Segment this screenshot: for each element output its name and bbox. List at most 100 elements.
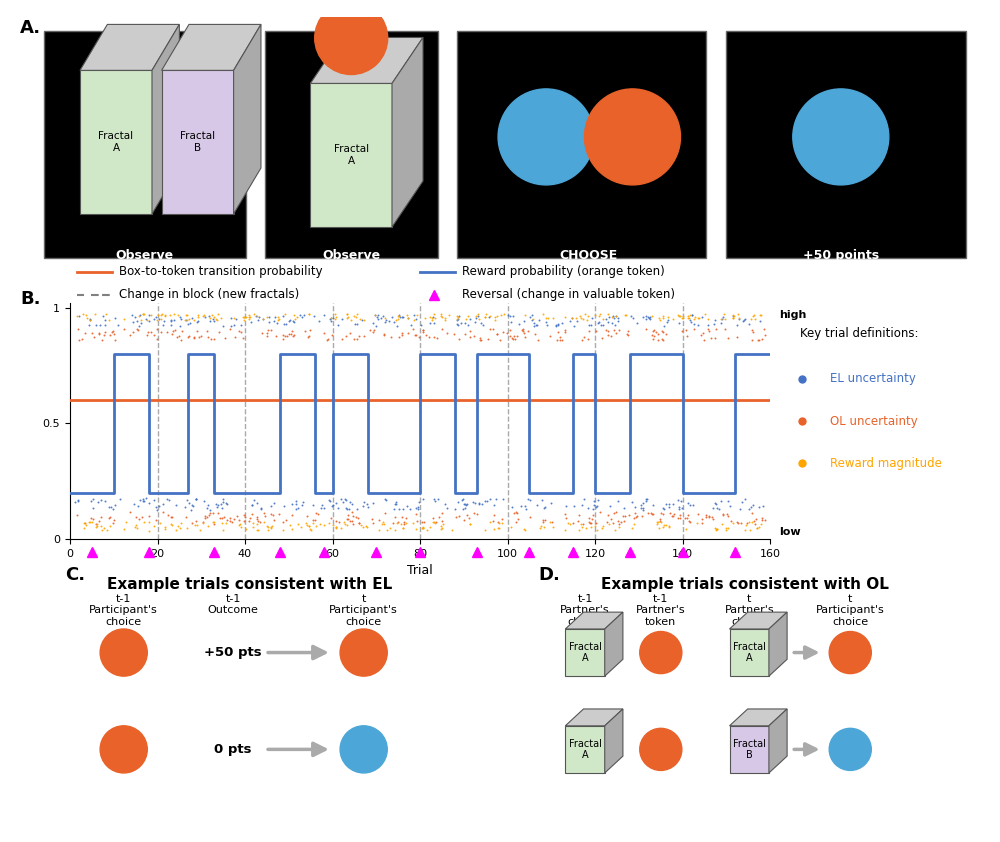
Point (107, 333, 123, 346)
Point (537, 500, 553, 514)
Point (492, 333, 508, 347)
Point (151, 312, 167, 326)
Point (70, 493, 86, 507)
Point (753, 517, 769, 530)
Point (680, 509, 696, 522)
Point (200, 498, 216, 512)
Point (675, 309, 691, 322)
Point (590, 316, 606, 329)
Point (462, 517, 478, 530)
Point (583, 516, 599, 530)
Point (407, 328, 423, 342)
Point (462, 312, 478, 326)
Point (146, 328, 162, 341)
Point (143, 308, 159, 322)
Point (557, 508, 573, 521)
Point (569, 314, 585, 328)
Point (516, 523, 532, 536)
Point (399, 308, 415, 322)
Point (202, 503, 218, 516)
Point (651, 312, 667, 325)
Point (747, 517, 763, 530)
Point (246, 493, 262, 507)
Point (477, 311, 493, 324)
Point (415, 520, 431, 534)
Circle shape (829, 728, 871, 770)
Text: Fractal
B: Fractal B (733, 738, 766, 760)
Point (586, 494, 602, 508)
Point (393, 517, 409, 530)
Point (186, 331, 202, 344)
Text: Change in block (new fractals): Change in block (new fractals) (119, 288, 299, 301)
Point (261, 315, 277, 328)
Point (655, 309, 671, 322)
Point (350, 511, 366, 525)
Point (594, 331, 610, 344)
Point (529, 498, 545, 511)
Point (495, 493, 511, 506)
Point (406, 308, 422, 322)
Point (494, 516, 510, 530)
Point (713, 316, 729, 329)
Point (88, 520, 104, 534)
Point (608, 309, 624, 322)
Point (355, 499, 371, 513)
Point (154, 307, 170, 321)
Point (169, 330, 185, 344)
Point (433, 309, 449, 322)
Point (105, 324, 121, 338)
Point (573, 312, 589, 325)
Polygon shape (392, 37, 423, 227)
Polygon shape (769, 612, 787, 676)
Point (188, 514, 204, 527)
Point (683, 315, 699, 328)
Point (462, 330, 478, 344)
Point (568, 312, 584, 325)
Point (70, 322, 86, 335)
Point (132, 308, 148, 322)
Point (311, 314, 327, 328)
Point (167, 323, 183, 337)
Polygon shape (152, 24, 179, 214)
Point (739, 516, 755, 530)
Point (241, 514, 257, 528)
Point (679, 329, 695, 343)
Circle shape (340, 726, 387, 773)
Point (434, 311, 450, 324)
Point (349, 307, 365, 321)
Point (105, 517, 121, 530)
Point (395, 311, 411, 324)
Point (633, 498, 649, 512)
Text: Reversal (change in valuable token): Reversal (change in valuable token) (462, 288, 675, 301)
Point (754, 333, 770, 346)
Point (600, 315, 616, 328)
Circle shape (640, 728, 682, 770)
Point (95, 310, 111, 323)
Point (511, 317, 527, 331)
Point (661, 500, 677, 514)
Point (701, 324, 717, 338)
Point (149, 333, 165, 346)
Point (281, 314, 297, 328)
Point (67, 495, 83, 509)
Point (449, 310, 465, 323)
Point (707, 521, 723, 535)
Text: Reward magnitude: Reward magnitude (830, 457, 942, 470)
Point (731, 311, 747, 324)
Point (466, 506, 482, 520)
Point (148, 514, 164, 527)
Point (437, 312, 453, 325)
Text: Reward probability (orange token): Reward probability (orange token) (462, 265, 665, 279)
Point (135, 308, 151, 322)
Point (94, 524, 110, 537)
Point (155, 506, 171, 520)
Point (222, 322, 238, 336)
Point (205, 312, 221, 326)
Point (189, 324, 205, 338)
Point (298, 516, 314, 530)
Point (374, 518, 390, 531)
Point (408, 312, 424, 325)
Point (97, 317, 113, 331)
Point (69, 309, 85, 322)
Point (226, 312, 242, 325)
